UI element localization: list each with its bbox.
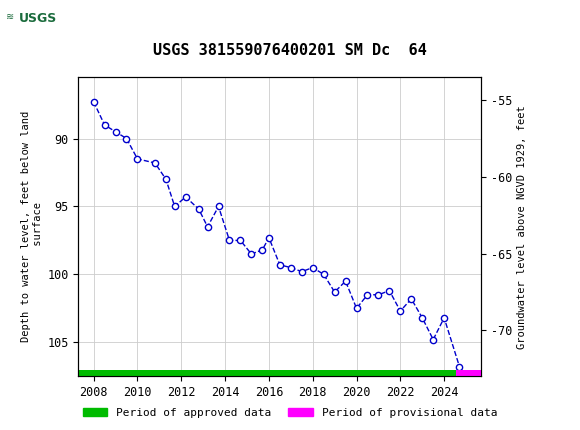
Y-axis label: Groundwater level above NGVD 1929, feet: Groundwater level above NGVD 1929, feet: [517, 105, 527, 349]
Text: USGS: USGS: [19, 12, 57, 25]
Text: ≋: ≋: [6, 12, 14, 22]
Y-axis label: Depth to water level, feet below land
 surface: Depth to water level, feet below land su…: [21, 111, 43, 342]
FancyBboxPatch shape: [3, 3, 72, 34]
Legend: Period of approved data, Period of provisional data: Period of approved data, Period of provi…: [78, 403, 502, 422]
Text: USGS 381559076400201 SM Dc  64: USGS 381559076400201 SM Dc 64: [153, 43, 427, 58]
